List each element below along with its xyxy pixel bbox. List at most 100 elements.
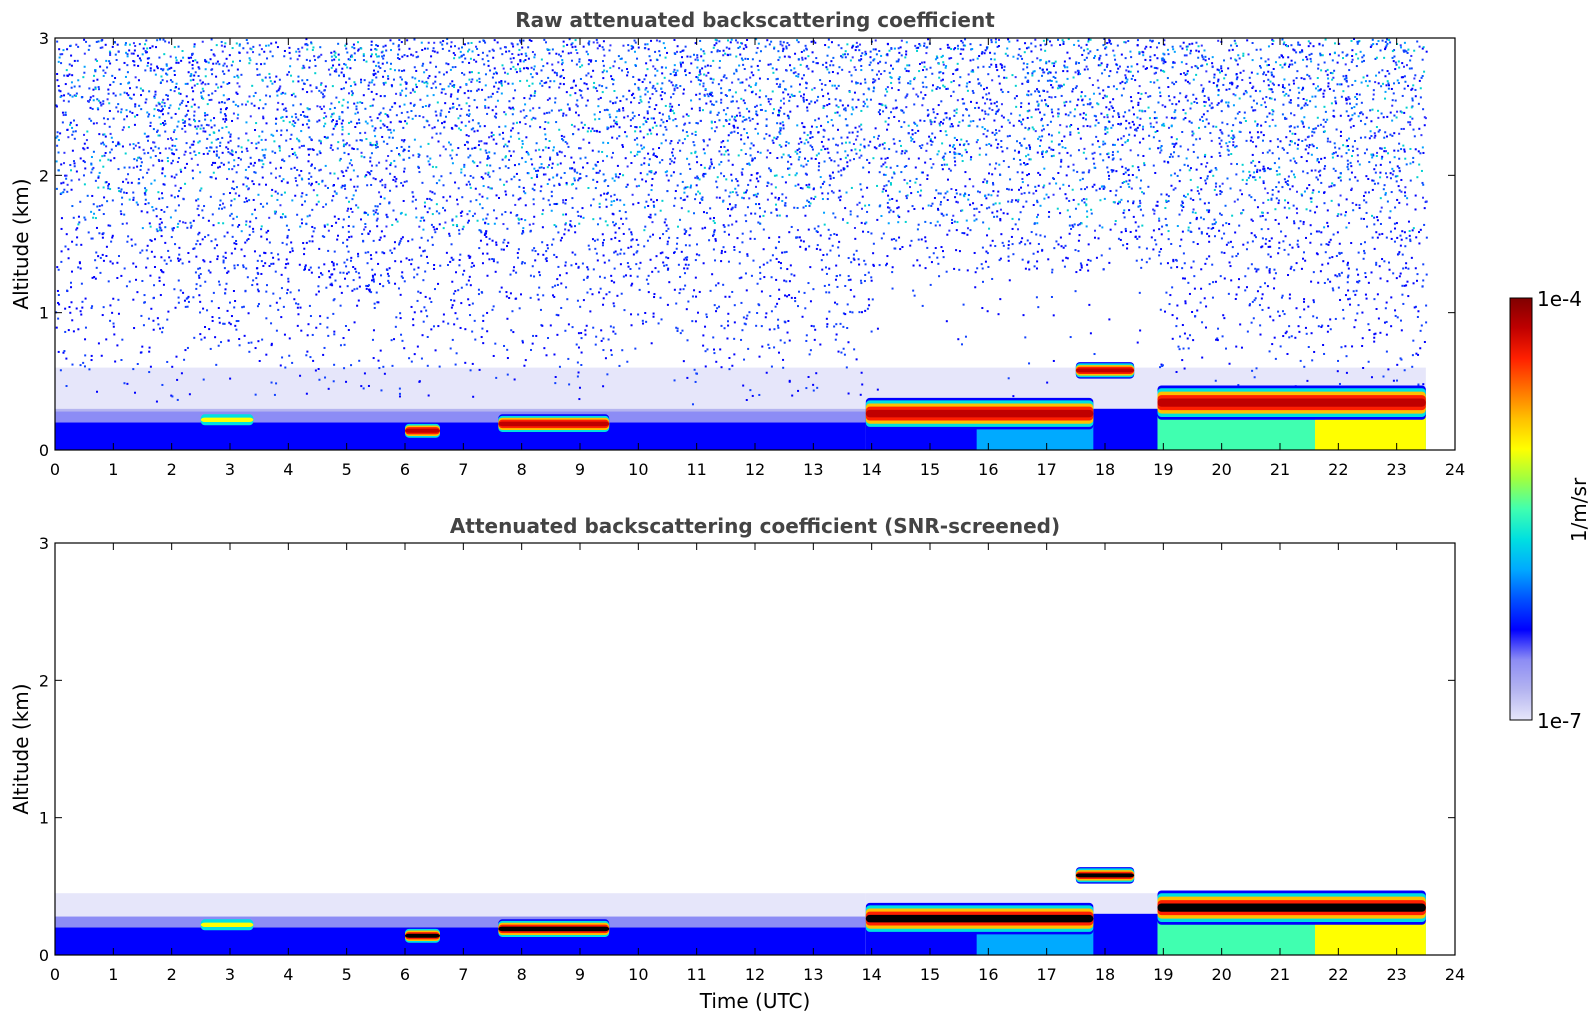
noise-pixel — [357, 49, 360, 52]
noise-pixel — [599, 217, 602, 220]
noise-pixel — [197, 267, 200, 270]
noise-pixel — [450, 243, 453, 246]
noise-pixel — [1123, 41, 1126, 44]
noise-pixel — [1198, 192, 1201, 195]
noise-pixel — [1006, 147, 1009, 150]
noise-pixel — [219, 111, 222, 114]
noise-pixel — [1032, 128, 1035, 131]
noise-pixel — [453, 57, 456, 60]
noise-pixel — [562, 40, 565, 43]
noise-pixel — [1272, 110, 1275, 113]
noise-pixel — [714, 130, 717, 133]
noise-pixel — [1206, 161, 1209, 164]
noise-pixel — [1232, 144, 1235, 147]
noise-pixel — [861, 383, 864, 386]
noise-pixel — [468, 120, 471, 123]
noise-pixel — [198, 67, 201, 70]
noise-pixel — [1191, 42, 1194, 45]
noise-pixel — [839, 195, 842, 198]
noise-pixel — [451, 162, 454, 165]
noise-pixel — [570, 264, 573, 267]
noise-pixel — [1410, 54, 1413, 57]
noise-pixel — [298, 140, 301, 143]
noise-pixel — [215, 75, 218, 78]
noise-pixel — [986, 310, 989, 313]
noise-pixel — [302, 144, 305, 147]
noise-pixel — [934, 247, 937, 250]
noise-pixel — [571, 206, 574, 209]
noise-pixel — [421, 105, 424, 108]
noise-pixel — [454, 66, 457, 69]
noise-pixel — [463, 73, 466, 76]
noise-pixel — [102, 213, 105, 216]
noise-pixel — [769, 170, 772, 173]
noise-pixel — [627, 44, 630, 47]
noise-pixel — [1173, 172, 1176, 175]
noise-pixel — [576, 375, 579, 378]
noise-pixel — [150, 250, 153, 253]
noise-pixel — [712, 336, 715, 339]
noise-pixel — [1065, 197, 1068, 200]
noise-pixel — [1137, 70, 1140, 73]
noise-pixel — [290, 133, 293, 136]
noise-pixel — [80, 313, 83, 316]
noise-pixel — [1309, 209, 1312, 212]
noise-pixel — [1233, 136, 1236, 139]
noise-pixel — [1017, 200, 1020, 203]
noise-pixel — [658, 237, 661, 240]
noise-pixel — [1167, 86, 1170, 89]
noise-pixel — [709, 207, 712, 210]
noise-pixel — [1390, 325, 1393, 328]
noise-pixel — [511, 53, 514, 56]
noise-pixel — [602, 141, 605, 144]
noise-pixel — [333, 268, 336, 271]
noise-pixel — [462, 225, 465, 228]
noise-pixel — [996, 194, 999, 197]
noise-pixel — [325, 115, 328, 118]
noise-pixel — [231, 187, 234, 190]
noise-pixel — [307, 160, 310, 163]
noise-pixel — [808, 245, 811, 248]
noise-pixel — [294, 177, 297, 180]
noise-pixel — [768, 43, 771, 46]
noise-pixel — [332, 119, 335, 122]
noise-pixel — [645, 320, 648, 323]
noise-pixel — [112, 117, 115, 120]
noise-pixel — [916, 228, 919, 231]
noise-pixel — [177, 195, 180, 198]
noise-pixel — [1409, 162, 1412, 165]
noise-pixel — [216, 255, 219, 258]
noise-pixel — [276, 46, 279, 49]
noise-pixel — [420, 254, 423, 257]
noise-pixel — [779, 99, 782, 102]
noise-pixel — [625, 135, 628, 138]
noise-pixel — [1244, 89, 1247, 92]
noise-pixel — [464, 57, 467, 60]
noise-pixel — [163, 120, 166, 123]
noise-pixel — [985, 93, 988, 96]
noise-pixel — [985, 250, 988, 253]
noise-pixel — [931, 202, 934, 205]
noise-pixel — [125, 285, 128, 288]
noise-pixel — [320, 53, 323, 56]
noise-pixel — [191, 63, 194, 66]
noise-pixel — [623, 203, 626, 206]
noise-pixel — [1200, 188, 1203, 191]
noise-pixel — [1381, 155, 1384, 158]
noise-pixel — [1377, 40, 1380, 43]
noise-pixel — [1106, 63, 1109, 66]
noise-pixel — [226, 309, 229, 312]
noise-pixel — [333, 215, 336, 218]
noise-pixel — [1394, 309, 1397, 312]
noise-pixel — [992, 203, 995, 206]
noise-pixel — [1213, 222, 1216, 225]
noise-pixel — [722, 75, 725, 78]
noise-pixel — [1216, 339, 1219, 342]
noise-pixel — [699, 73, 702, 76]
noise-pixel — [1293, 160, 1296, 163]
noise-pixel — [1213, 76, 1216, 79]
noise-pixel — [1106, 127, 1109, 130]
noise-pixel — [998, 129, 1001, 132]
noise-pixel — [995, 105, 998, 108]
noise-pixel — [716, 186, 719, 189]
